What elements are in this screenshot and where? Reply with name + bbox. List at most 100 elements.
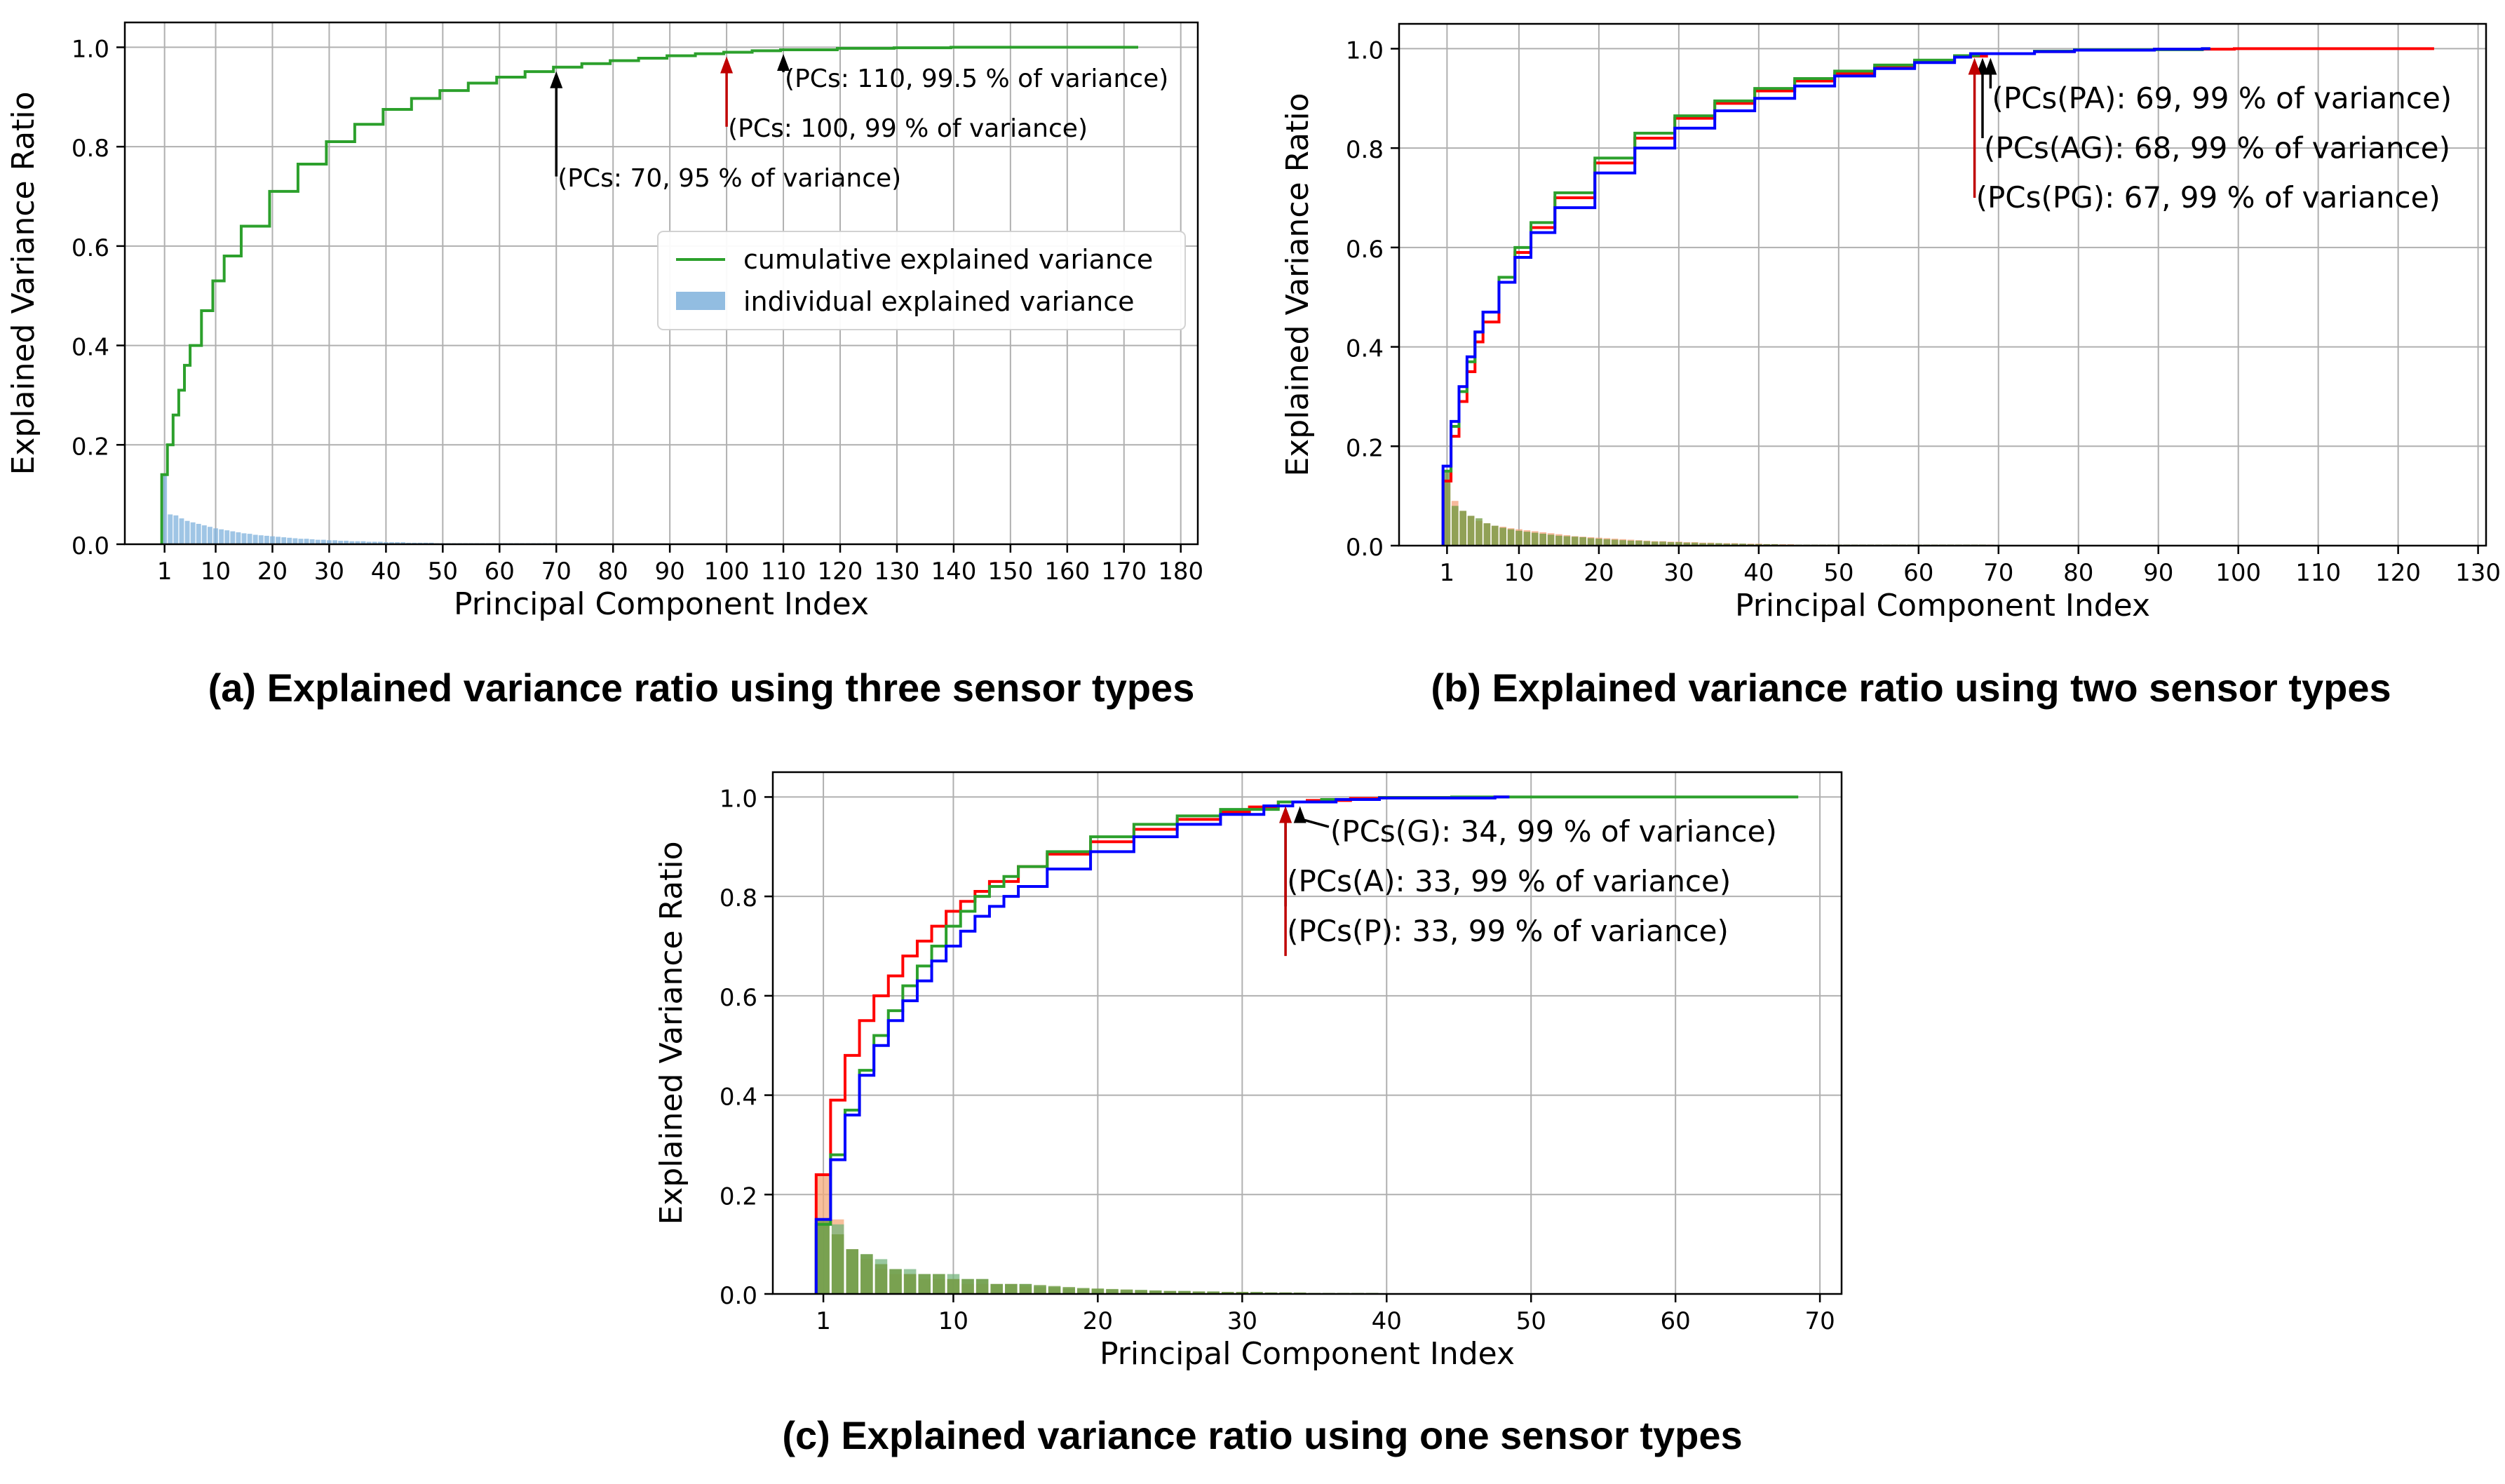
- bar: [366, 541, 372, 544]
- y-tick-label: 0.8: [720, 884, 757, 912]
- y-tick-label: 0.2: [72, 433, 109, 461]
- cumulative-line-pg: [1441, 47, 2210, 546]
- bar: [236, 532, 241, 544]
- plot-area: [773, 772, 1842, 1294]
- y-tick-label: 1.0: [720, 785, 757, 813]
- x-tick-label: 20: [1083, 1307, 1113, 1335]
- x-tick-label: 40: [371, 558, 401, 586]
- bar: [1723, 544, 1731, 546]
- x-tick-label: 80: [598, 558, 628, 586]
- bar: [1547, 534, 1555, 546]
- caption-b: (b) Explained variance ratio using two s…: [1431, 666, 2391, 710]
- x-tick-label: 20: [257, 558, 288, 586]
- bar: [1459, 511, 1467, 546]
- bar: [349, 541, 355, 544]
- y-tick-label: 0.0: [72, 532, 109, 560]
- bar: [1250, 1292, 1263, 1294]
- x-tick-label: 140: [931, 558, 976, 586]
- bar: [1149, 1290, 1162, 1294]
- legend-label: cumulative explained variance: [743, 244, 1153, 275]
- bar: [1579, 537, 1586, 546]
- x-axis-label: Principal Component Index: [1100, 1336, 1515, 1372]
- annotation-arrowhead: [720, 56, 734, 74]
- chart-b: 1 10 20 30 40 50 60 70 80 90 100 110 120 1300.00.20.4…: [1280, 22, 2501, 623]
- bar: [1595, 539, 1602, 546]
- x-tick-label: 160: [1044, 558, 1090, 586]
- annotation-label: (PCs(PA): 69, 99 % of variance): [1992, 81, 2452, 115]
- bar: [320, 539, 326, 544]
- bar: [332, 540, 337, 544]
- bar: [1643, 541, 1651, 546]
- y-tick-label: 0.2: [720, 1182, 757, 1210]
- annotation-label: (PCs(P): 33, 99 % of variance): [1287, 914, 1729, 948]
- bar: [1106, 1288, 1119, 1294]
- y-tick-label: 0.6: [720, 984, 757, 1012]
- bar: [1611, 539, 1619, 546]
- bar: [298, 539, 304, 544]
- annotation-arrowhead: [1968, 58, 1981, 75]
- bar: [377, 541, 383, 544]
- bar: [213, 528, 218, 544]
- bar: [309, 539, 315, 544]
- bar: [860, 1254, 873, 1294]
- bar: [389, 542, 394, 544]
- x-tick-label: 60: [1903, 559, 1933, 587]
- bar: [207, 527, 212, 544]
- annotation-label: (PCs: 110, 99.5 % of variance): [785, 65, 1168, 93]
- x-tick-label: 30: [1663, 559, 1694, 587]
- legend-box: [657, 231, 1186, 330]
- bar: [1062, 1287, 1075, 1294]
- bar: [326, 540, 332, 544]
- bar: [196, 523, 201, 544]
- bar: [1034, 1285, 1046, 1294]
- y-tick-label: 0.6: [72, 234, 109, 262]
- x-tick-label: 110: [761, 558, 806, 586]
- x-tick-label: 100: [2215, 559, 2261, 587]
- x-tick-label: 170: [1101, 558, 1147, 586]
- bar: [281, 537, 287, 544]
- bar: [224, 530, 230, 544]
- plot-area: [1399, 24, 2486, 546]
- chart-a: 1 10 20 30 40 50 60 70 80 90 100 110 120 130 140 150 160…: [6, 21, 1203, 622]
- bar: [287, 537, 292, 544]
- x-tick-label: 80: [2063, 559, 2093, 587]
- bar: [162, 474, 168, 544]
- legend-label: individual explained variance: [743, 286, 1134, 317]
- bar: [1077, 1288, 1090, 1294]
- bar: [219, 529, 224, 544]
- x-tick-label: 100: [704, 558, 750, 586]
- bar: [1515, 530, 1522, 546]
- y-axis-label: Explained Variance Ratio: [654, 841, 689, 1225]
- bar: [1019, 1283, 1032, 1294]
- bar: [1555, 535, 1562, 546]
- bar: [1699, 543, 1706, 546]
- bar: [1192, 1291, 1206, 1294]
- annotation-label: (PCs(A): 33, 99 % of variance): [1287, 864, 1731, 898]
- y-tick-label: 0.8: [1346, 136, 1384, 164]
- bar: [918, 1274, 931, 1294]
- x-axis-label: Principal Component Index: [1735, 588, 2150, 623]
- bar: [247, 534, 252, 544]
- bar: [383, 542, 389, 544]
- x-tick-label: 130: [2455, 559, 2501, 587]
- bar: [179, 518, 184, 544]
- caption-a: (a) Explained variance ratio using three…: [208, 666, 1195, 710]
- cumulative-line-cumulative-explained-variance: [160, 46, 1138, 544]
- x-tick-label: 1: [157, 558, 173, 586]
- bar: [184, 520, 190, 544]
- x-tick-label: 30: [1227, 1307, 1257, 1335]
- bar: [1675, 542, 1682, 546]
- bar: [1667, 542, 1675, 546]
- bar: [889, 1269, 902, 1294]
- cumulative-line-g: [814, 795, 1510, 1294]
- caption-c: (c) Explained variance ratio using one s…: [782, 1413, 1743, 1457]
- bar: [292, 538, 298, 544]
- y-tick-label: 0.8: [72, 135, 109, 163]
- bar: [241, 533, 247, 544]
- bar: [1236, 1292, 1249, 1294]
- y-tick-label: 0.0: [1346, 534, 1384, 562]
- bar: [1163, 1290, 1177, 1294]
- x-tick-label: 40: [1743, 559, 1774, 587]
- bar: [252, 534, 258, 544]
- x-tick-label: 120: [818, 558, 863, 586]
